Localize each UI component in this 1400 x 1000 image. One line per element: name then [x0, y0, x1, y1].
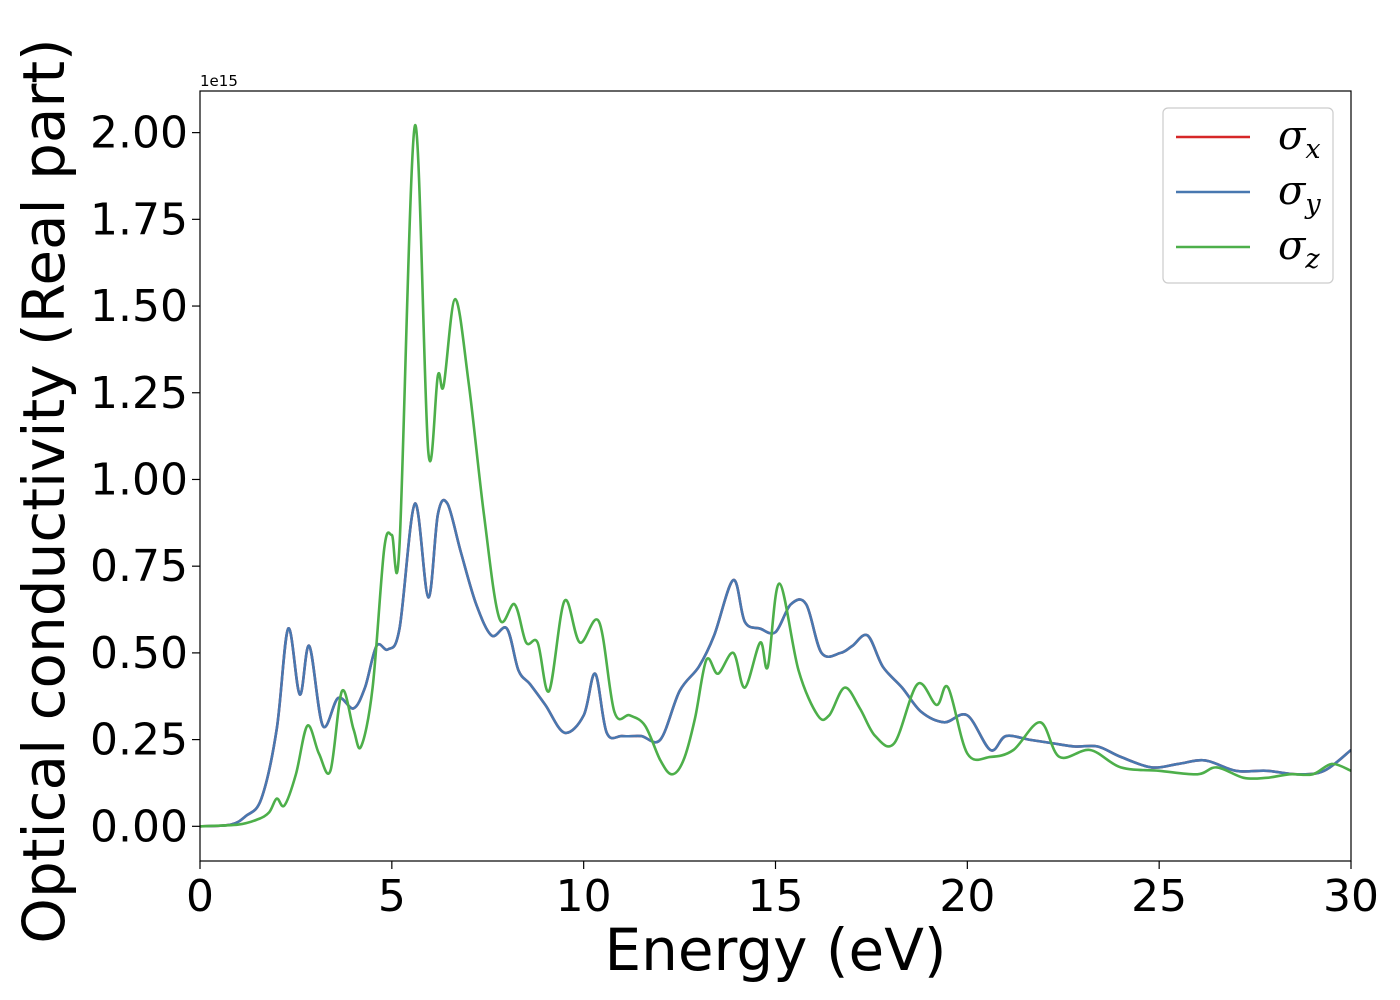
- x-tick-label: 15: [748, 871, 804, 922]
- x-tick-label: 25: [1131, 871, 1187, 922]
- legend-label-z: σz: [1278, 223, 1320, 275]
- x-tick-label: 20: [939, 871, 995, 922]
- ticks-layer: 0 5 10 15 20 25 30 0.00 0.25 0.50 0.75 1.00 1.25 1.50…: [90, 108, 1379, 922]
- y-offset-label: 1e15: [200, 72, 238, 90]
- y-tick-label: 1.75: [90, 194, 188, 245]
- x-tick-label: 0: [186, 871, 214, 922]
- plot-frame: [199, 90, 1352, 862]
- x-tick-label: 5: [378, 871, 406, 922]
- y-tick-label: 2.00: [90, 108, 188, 159]
- y-tick-label: 0.00: [90, 801, 188, 852]
- legend-label-y: σy: [1278, 168, 1321, 220]
- legend-label-x: σx: [1278, 113, 1321, 165]
- series-line-y: [200, 498, 1351, 828]
- y-tick-label: 0.50: [90, 628, 188, 679]
- y-tick-label: 1.50: [90, 281, 188, 332]
- legend-box: [1162, 107, 1334, 284]
- y-tick-label: 0.75: [90, 541, 188, 592]
- x-tick-label: 30: [1323, 871, 1379, 922]
- y-tick-label: 1.25: [90, 368, 188, 419]
- y-tick-label: 1.00: [90, 454, 188, 505]
- x-tick-label: 10: [556, 871, 612, 922]
- y-axis-title: Optical conductivity (Real part): [10, 38, 78, 943]
- y-tick-label: 0.25: [90, 715, 188, 766]
- series-line-x: [200, 498, 1351, 828]
- series-line-z: [200, 124, 1351, 828]
- x-axis-title: Energy (eV): [604, 916, 946, 984]
- series-layer: [200, 124, 1351, 828]
